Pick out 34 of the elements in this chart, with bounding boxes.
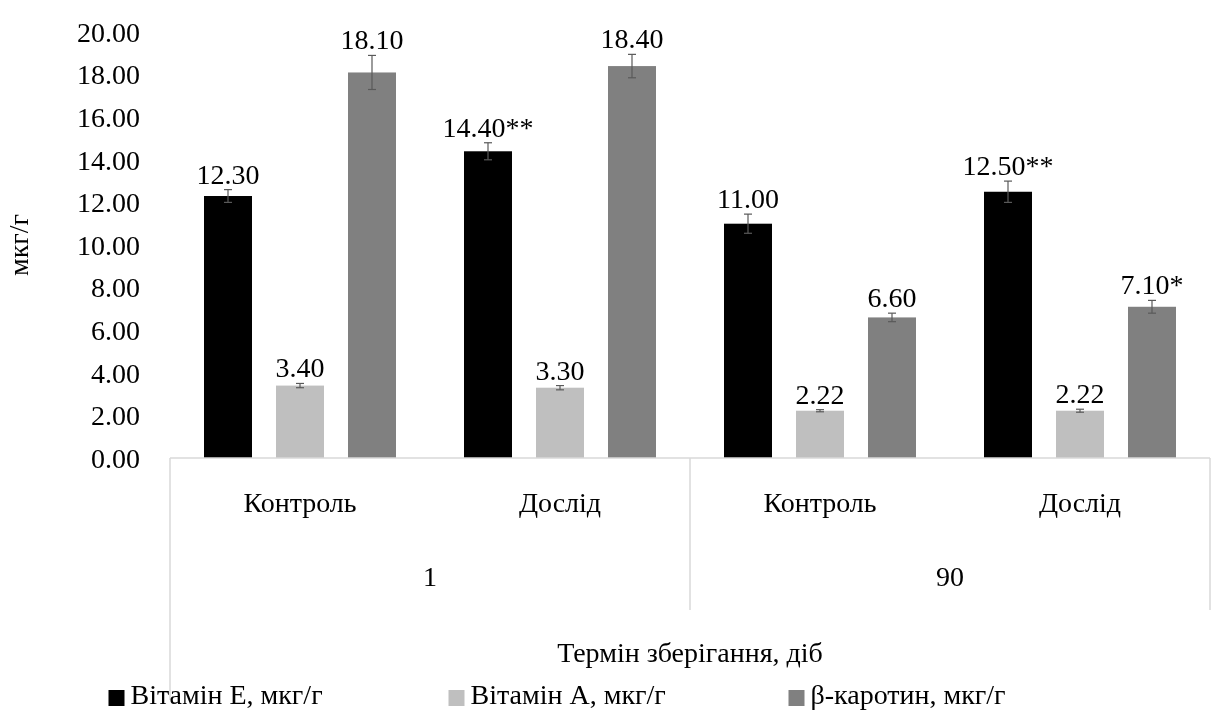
y-tick-label: 14.00 bbox=[77, 144, 140, 176]
data-label: 14.40** bbox=[442, 111, 534, 143]
x-tick-label: Контроль bbox=[243, 487, 357, 518]
y-tick-label: 4.00 bbox=[91, 357, 140, 389]
y-tick-label: 10.00 bbox=[77, 229, 140, 261]
y-axis-title: мкг/г bbox=[3, 213, 34, 277]
legend-label: Вітамін А, мкг/г bbox=[470, 679, 666, 710]
legend-label: β-каротин, мкг/г bbox=[810, 679, 1006, 710]
y-tick-label: 8.00 bbox=[91, 272, 140, 304]
y-tick-label: 18.00 bbox=[77, 59, 140, 91]
data-label: 12.30 bbox=[196, 158, 260, 190]
data-label: 12.50** bbox=[962, 150, 1054, 182]
text: 90 bbox=[936, 561, 964, 592]
data-label: 11.00 bbox=[717, 183, 779, 215]
data-label: 2.22 bbox=[1055, 378, 1105, 410]
data-label: 18.40 bbox=[600, 23, 664, 55]
y-tick-label: 20.00 bbox=[77, 16, 140, 48]
x-tick-label: Контроль bbox=[763, 487, 877, 518]
y-tick-label: 16.00 bbox=[77, 102, 140, 133]
data-label: 18.10 bbox=[340, 24, 404, 56]
y-tick-label: 6.00 bbox=[91, 315, 140, 346]
data-label: 7.10* bbox=[1120, 269, 1184, 301]
data-label: 3.30 bbox=[535, 354, 585, 386]
text: 1 bbox=[423, 561, 437, 592]
y-tick-label: 12.00 bbox=[77, 187, 140, 219]
legend-label: Вітамін Е, мкг/г bbox=[130, 679, 323, 710]
y-tick-label: 2.00 bbox=[91, 400, 140, 432]
data-label: 3.40 bbox=[275, 352, 325, 384]
x-axis-title: Термін зберігання, діб bbox=[557, 637, 823, 668]
x-tick-label: Дослід bbox=[1038, 487, 1122, 518]
data-label: 2.22 bbox=[795, 378, 845, 410]
data-label: 6.60 bbox=[867, 282, 917, 314]
y-tick-label: 0.00 bbox=[91, 442, 140, 474]
x-tick-label: Дослід bbox=[518, 487, 602, 518]
